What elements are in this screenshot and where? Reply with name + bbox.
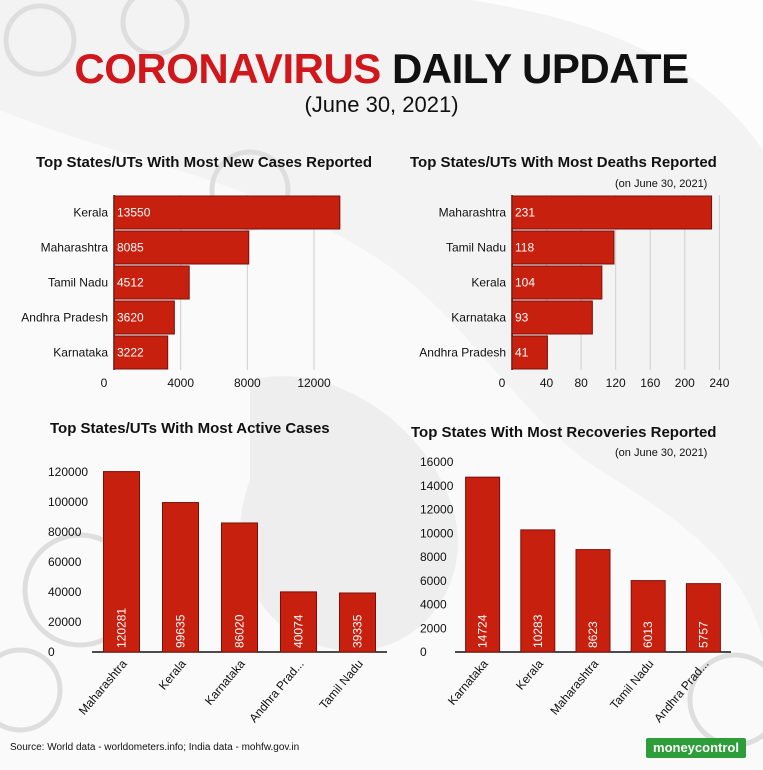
category-label: Karnataka [445,657,491,708]
bar [511,335,548,370]
tick-label: 120 [606,376,626,390]
tick-label: 80000 [48,525,82,539]
chart-title-new-cases: Top States/UTs With Most New Cases Repor… [36,154,373,171]
tick-label: 12000 [297,376,331,390]
tick-label: 40 [540,376,554,390]
tick-label: 0 [101,376,108,390]
bar [113,335,169,370]
tick-label: 240 [709,376,729,390]
tick-label: 4000 [420,598,447,612]
data-label: 10283 [531,614,545,648]
data-label: 118 [515,241,534,255]
tick-label: 160 [640,376,660,390]
title-highlight: CORONAVIRUS [74,45,381,92]
title-main: DAILY UPDATE [391,45,689,92]
category-label: Karnataka [53,346,108,360]
chart-title-deaths: Top States/UTs With Most Deaths Reported [410,154,717,171]
data-label: 99635 [174,614,188,648]
data-label: 13550 [117,206,151,220]
tick-label: 12000 [420,503,454,517]
page-date: (June 30, 2021) [304,92,459,117]
category-label: Maharashtra [547,657,601,718]
data-label: 8085 [117,241,144,255]
data-label: 120281 [115,608,129,648]
bar [221,522,258,653]
chart-note-deaths: (on June 30, 2021) [615,178,708,190]
data-label: 231 [515,206,535,220]
data-label: 3620 [117,311,144,325]
bar [520,529,556,653]
tick-label: 20000 [48,615,82,629]
category-label: Maharashtra [439,206,507,220]
bar [113,300,175,335]
data-label: 3222 [117,346,144,360]
bar [511,195,713,230]
data-label: 6013 [641,621,655,648]
bar [630,580,666,653]
category-label: Andhra Pradesh [419,346,506,360]
tick-label: 200 [675,376,695,390]
chart-title-recoveries: Top States With Most Recoveries Reported [411,424,717,441]
category-label: Andhra Prad... [651,657,711,725]
tick-label: 16000 [420,455,454,469]
tick-label: 60000 [48,555,82,569]
data-label: 93 [515,311,529,325]
category-label: Maharashtra [41,241,109,255]
data-label: 39335 [351,614,365,648]
tick-label: 0 [420,645,427,659]
data-label: 4512 [117,276,144,290]
page-title: CORONAVIRUS DAILY UPDATE [0,44,763,94]
data-label: 40074 [292,614,306,648]
data-label: 14724 [476,614,490,648]
tick-label: 4000 [167,376,194,390]
chart-note-recoveries: (on June 30, 2021) [615,447,708,459]
tick-label: 100000 [48,495,88,509]
category-label: Tamil Nadu [607,657,656,712]
source-note: Source: World data - worldometers.info; … [10,742,300,753]
data-label: 86020 [233,614,247,648]
tick-label: 0 [48,645,55,659]
tick-label: 80 [574,376,588,390]
category-label: Kerala [471,276,506,290]
bar [339,592,376,653]
tick-label: 40000 [48,585,82,599]
bar [113,265,190,300]
chart-title-active-cases: Top States/UTs With Most Active Cases [50,420,330,437]
moneycontrol-logo: moneycontrol [646,738,746,758]
category-label: Karnataka [451,311,506,325]
bar [103,471,140,653]
category-label: Kerala [513,657,546,693]
tick-label: 14000 [420,479,454,493]
bar [511,300,593,335]
tick-label: 120000 [48,465,88,479]
category-label: Kerala [73,206,108,220]
data-label: 104 [515,276,535,290]
bar [113,195,341,230]
bar [685,583,721,653]
bar [113,230,250,265]
bar [511,265,603,300]
tick-label: 2000 [420,621,447,635]
tick-label: 10000 [420,526,454,540]
category-label: Andhra Pradesh [21,311,108,325]
data-label: 41 [515,346,529,360]
tick-label: 8000 [234,376,261,390]
bar [162,502,199,653]
bar [511,230,615,265]
tick-label: 6000 [420,574,447,588]
category-label: Tamil Nadu [446,241,506,255]
data-label: 8623 [586,621,600,648]
category-label: Tamil Nadu [48,276,108,290]
bar [280,591,317,653]
tick-label: 0 [499,376,506,390]
bar [465,476,501,653]
tick-label: 8000 [420,550,447,564]
data-label: 5757 [696,621,710,648]
bar [575,549,611,653]
